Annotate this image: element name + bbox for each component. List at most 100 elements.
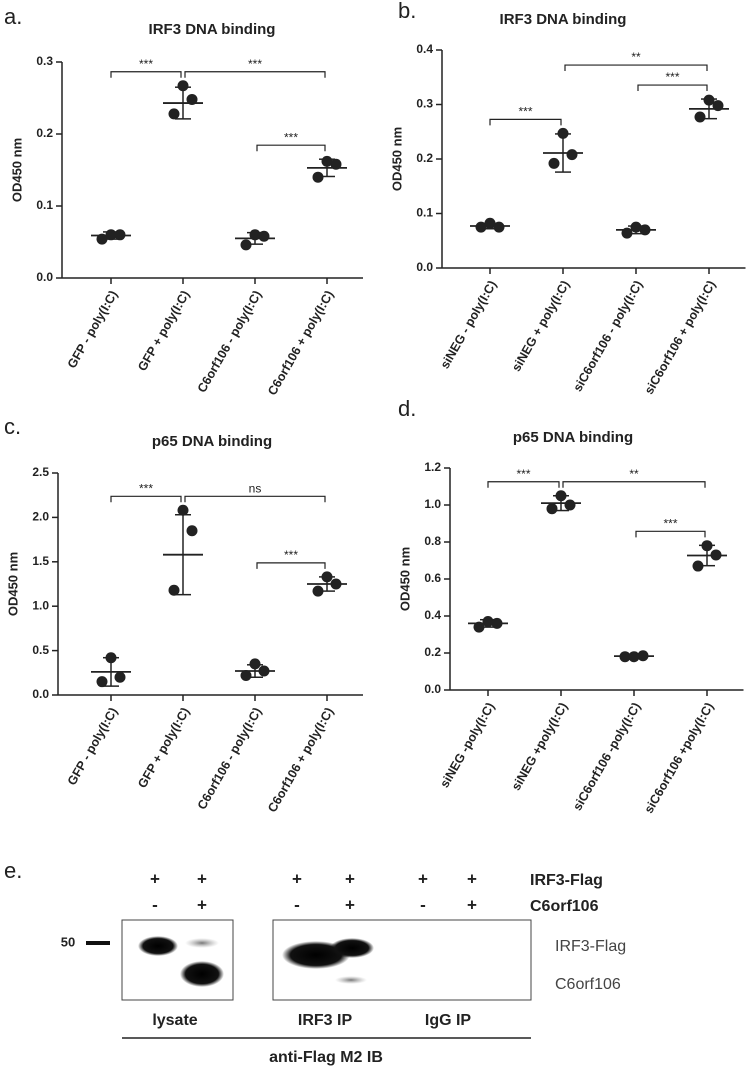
- sig-label: **: [631, 50, 641, 64]
- data-point: [177, 80, 189, 92]
- y-tick-label: 0.0: [416, 260, 433, 274]
- data-point: [694, 111, 706, 123]
- y-tick-label: 2.5: [32, 465, 49, 479]
- y-tick-label: 0.4: [416, 42, 433, 56]
- y-tick-label: 0.0: [32, 687, 49, 701]
- sig-bracket: [489, 118, 562, 126]
- x-tick-label: siNEG +poly(I:C): [509, 700, 571, 793]
- sig-bracket: [110, 495, 182, 503]
- y-tick-label: 0.2: [36, 126, 53, 140]
- x-tick-label: siNEG -poly(I:C): [437, 700, 497, 790]
- data-point: [555, 490, 567, 502]
- data-point: [114, 671, 126, 683]
- data-point: [548, 157, 560, 169]
- data-point: [701, 540, 713, 552]
- data-point: [96, 233, 108, 245]
- x-tick-label: C6orf106 - poly(I:C): [195, 705, 265, 812]
- y-tick-label: 0.2: [424, 645, 441, 659]
- x-tick-label: GFP - poly(I:C): [65, 288, 121, 371]
- blot-band: [330, 938, 374, 958]
- data-point: [639, 224, 651, 236]
- data-point: [168, 108, 180, 120]
- x-tick-label: GFP + poly(I:C): [135, 288, 192, 373]
- y-axis-label: OD450 nm: [5, 552, 20, 616]
- data-point: [105, 652, 117, 664]
- sign: -: [152, 895, 158, 914]
- sig-label: ***: [139, 481, 153, 495]
- group-label: IRF3 IP: [298, 1012, 353, 1029]
- x-tick-label: GFP - poly(I:C): [65, 705, 121, 788]
- blot-frame: [121, 919, 234, 1001]
- sign: +: [345, 869, 355, 888]
- chart-title: p65 DNA binding: [152, 433, 272, 450]
- data-point: [564, 499, 576, 511]
- y-tick-label: 0.1: [416, 206, 433, 220]
- data-point: [258, 665, 270, 677]
- data-point: [630, 221, 642, 233]
- data-point: [321, 571, 333, 583]
- sig-bracket: [256, 562, 326, 569]
- data-point: [473, 621, 485, 633]
- marker-label: 50: [61, 934, 75, 949]
- data-point: [168, 584, 180, 596]
- sig-label: ***: [248, 57, 262, 71]
- sig-label: ***: [516, 467, 530, 481]
- sig-label: ***: [663, 517, 677, 531]
- panel-label: d.: [398, 396, 416, 421]
- x-tick-label: siNEG + poly(I:C): [509, 278, 572, 374]
- x-tick-label: GFP + poly(I:C): [135, 705, 192, 790]
- sign: -: [420, 895, 426, 914]
- data-point: [240, 669, 252, 681]
- chart-panel: a. IRF3 DNA binding OD450 nm 0.0 0.1 0.2 0.3 GF…: [4, 4, 363, 398]
- data-point: [105, 229, 117, 241]
- data-point: [710, 549, 722, 561]
- data-point: [312, 585, 324, 597]
- data-point: [637, 650, 649, 662]
- data-point: [482, 616, 494, 628]
- row-label: IRF3-Flag: [530, 872, 603, 889]
- sig-bracket: [562, 481, 706, 488]
- sign: +: [197, 895, 207, 914]
- data-point: [566, 149, 578, 161]
- sig-label: **: [629, 467, 639, 481]
- panel-label: e.: [4, 858, 22, 883]
- panel-label: b.: [398, 0, 416, 23]
- sig-bracket: [184, 495, 326, 503]
- data-point: [258, 230, 270, 242]
- group-label: lysate: [152, 1012, 197, 1029]
- data-point: [475, 221, 487, 233]
- data-point: [186, 93, 198, 105]
- data-point: [546, 503, 558, 515]
- data-point: [712, 100, 724, 112]
- data-point: [621, 227, 633, 239]
- sig-bracket: [487, 481, 560, 488]
- y-tick-label: 0.6: [424, 571, 441, 585]
- blot-band: [335, 976, 367, 984]
- sig-label: ***: [518, 105, 532, 119]
- band-label: IRF3-Flag: [555, 938, 626, 955]
- data-point: [692, 560, 704, 572]
- sig-bracket: [635, 530, 706, 538]
- y-tick-label: 0.3: [36, 54, 53, 68]
- y-tick-label: 1.0: [32, 598, 49, 612]
- x-tick-label: siC6orf106 +poly(I:C): [642, 700, 717, 816]
- band-label: C6orf106: [555, 976, 621, 993]
- sign: +: [292, 869, 302, 888]
- x-tick-label: C6orf106 + poly(I:C): [265, 705, 336, 815]
- data-point: [114, 229, 126, 241]
- data-point: [96, 676, 108, 688]
- sig-label: ***: [665, 70, 679, 84]
- x-tick-label: siC6orf106 + poly(I:C): [642, 278, 719, 397]
- chart-title: IRF3 DNA binding: [149, 21, 276, 38]
- x-tick-label: siC6orf106 -poly(I:C): [570, 700, 643, 813]
- sig-bracket: [110, 71, 182, 78]
- data-point: [484, 217, 496, 229]
- y-tick-label: 2.0: [32, 510, 49, 524]
- data-point: [619, 651, 631, 663]
- chart-title: p65 DNA binding: [513, 429, 633, 446]
- sign: +: [467, 869, 477, 888]
- y-tick-label: 0.8: [424, 534, 441, 548]
- x-tick-label: C6orf106 + poly(I:C): [265, 288, 336, 398]
- chart-title: IRF3 DNA binding: [500, 11, 627, 28]
- sig-label: ***: [284, 548, 298, 562]
